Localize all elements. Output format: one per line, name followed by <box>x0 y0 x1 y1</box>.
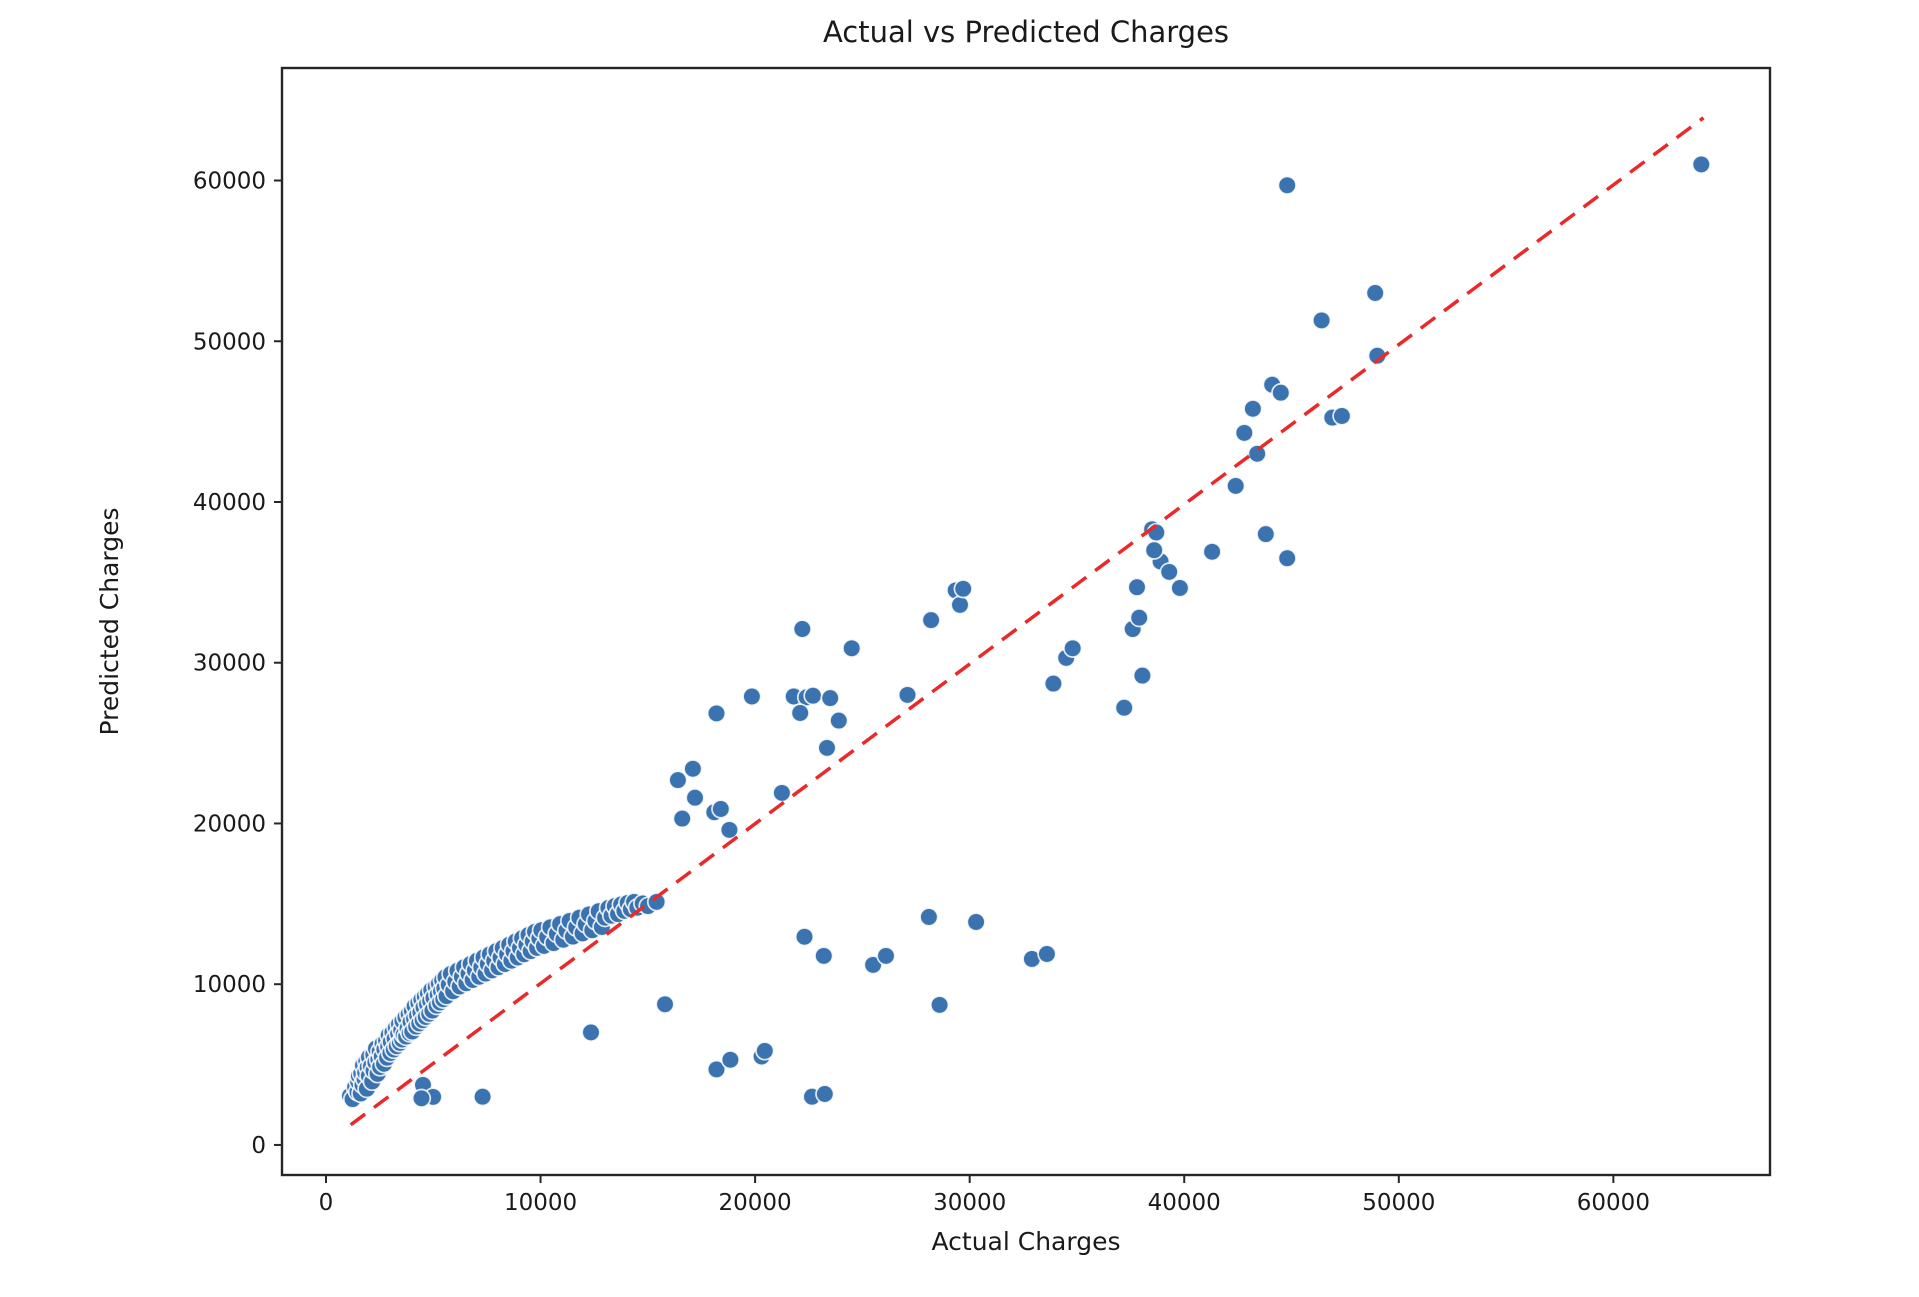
scatter-point <box>1271 383 1291 403</box>
scatter-point <box>876 946 896 966</box>
scatter-point <box>411 1088 432 1108</box>
y-tick-label: 10000 <box>193 972 266 998</box>
y-tick-label: 0 <box>251 1133 266 1159</box>
scatter-point <box>472 1087 493 1107</box>
y-tick-label: 30000 <box>193 651 266 677</box>
scatter-point <box>706 703 727 724</box>
scatter-point <box>1226 476 1246 496</box>
scatter-point <box>1256 524 1276 544</box>
y-axis-ticks: 0 10000 20000 30000 40000 50000 60000 <box>193 169 282 1159</box>
scatter-point <box>706 1059 727 1080</box>
scatter-point <box>1127 577 1147 597</box>
scatter-point <box>1277 548 1297 568</box>
identity-line <box>349 116 1705 1127</box>
scatter-point <box>820 688 840 708</box>
scatter-point <box>655 994 675 1014</box>
scatter-point <box>814 946 834 966</box>
scatter-point <box>1311 310 1332 331</box>
scatter-point <box>1037 944 1057 964</box>
scatter-point <box>742 686 762 707</box>
x-tick-label: 40000 <box>1148 1190 1221 1216</box>
scatter-point <box>1132 665 1153 686</box>
scatter-point <box>1129 608 1149 628</box>
scatter-point <box>921 610 941 630</box>
scatter-point <box>1170 578 1190 598</box>
scatter-point <box>685 788 705 808</box>
scatter-point <box>1365 283 1385 303</box>
scatter-point <box>790 703 810 723</box>
x-tick-label: 10000 <box>504 1190 577 1216</box>
scatter-point <box>1234 423 1254 443</box>
scatter-point <box>1277 175 1297 195</box>
y-tick-label: 50000 <box>193 329 266 355</box>
x-tick-label: 50000 <box>1362 1190 1435 1216</box>
scatter-point <box>1247 444 1267 464</box>
scatter-point <box>794 927 815 947</box>
y-tick-label: 40000 <box>193 490 266 516</box>
scatter-point <box>953 579 973 599</box>
scatter-point <box>646 892 667 912</box>
plot-border <box>280 66 1772 1177</box>
scatter-point <box>919 907 939 927</box>
scatter-point <box>711 799 731 819</box>
scatter-point <box>829 710 849 731</box>
scatter-points <box>340 154 1711 1109</box>
scatter-point <box>1063 638 1083 658</box>
scatter-point <box>1144 540 1164 560</box>
chart-title: Actual vs Predicted Charges <box>823 15 1229 49</box>
scatter-point <box>672 808 692 829</box>
y-tick-label: 20000 <box>193 811 266 837</box>
scatter-point <box>966 912 986 932</box>
scatter-point <box>668 770 688 790</box>
scatter-point <box>1243 399 1263 419</box>
scatter-point <box>815 1084 835 1104</box>
y-axis-label: Predicted Charges <box>95 507 124 735</box>
scatter-point <box>897 685 918 705</box>
scatter-point <box>1332 406 1352 426</box>
identity-line-group <box>349 116 1705 1127</box>
scatter-point <box>950 595 970 615</box>
x-tick-label: 30000 <box>933 1190 1006 1216</box>
scatter-point <box>842 638 862 658</box>
scatter-point <box>720 1050 741 1070</box>
scatter-point <box>1202 542 1222 562</box>
scatter-point <box>719 820 740 840</box>
scatter-point <box>817 738 837 758</box>
y-tick-label: 60000 <box>193 169 266 195</box>
scatter-point <box>1043 673 1064 694</box>
scatter-point <box>581 1022 601 1043</box>
scatter-point <box>1691 154 1711 175</box>
scatter-point <box>929 995 950 1015</box>
x-tick-label: 20000 <box>719 1190 792 1216</box>
scatter-point <box>683 759 703 779</box>
scatter-point <box>755 1041 775 1061</box>
scatter-point <box>863 955 883 975</box>
scatter-point <box>1159 562 1179 582</box>
x-tick-label: 0 <box>319 1190 334 1216</box>
scatter-point <box>1114 698 1134 718</box>
x-axis-label: Actual Charges <box>931 1227 1120 1256</box>
x-tick-label: 60000 <box>1577 1190 1650 1216</box>
x-axis-ticks: 0 10000 20000 30000 40000 50000 60000 <box>319 1175 1650 1216</box>
scatter-point <box>792 619 812 639</box>
scatter-point <box>803 686 823 706</box>
scatter-point <box>772 783 792 803</box>
